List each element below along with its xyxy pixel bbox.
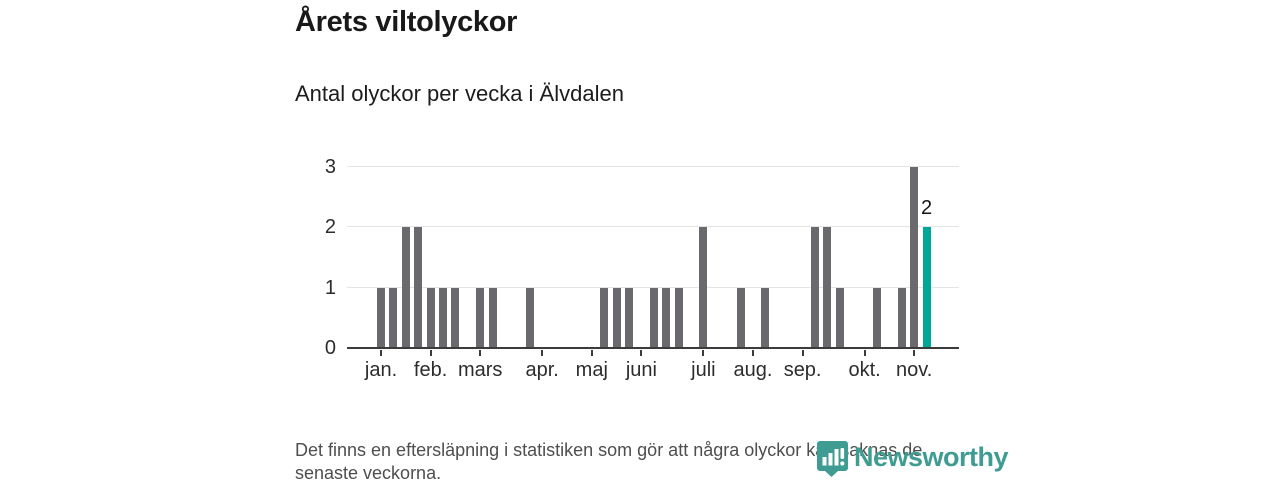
x-tick-label-okt: okt. <box>848 359 881 381</box>
bar-week-19 <box>600 287 609 348</box>
bar-week-44 <box>910 167 919 348</box>
x-tick-label-aug: aug. <box>733 359 773 381</box>
x-tick-label-mars: mars <box>457 359 503 381</box>
bar-week-20 <box>612 287 621 348</box>
y-tick-label-0: 0 <box>324 337 336 359</box>
x-tick-apr <box>541 350 544 356</box>
x-tick-maj <box>590 350 593 356</box>
bar-week-3 <box>401 227 410 348</box>
newsworthy-logo: Newsworthy <box>816 440 1009 478</box>
bar-week-45 <box>922 227 931 348</box>
bar-week-10 <box>488 287 497 348</box>
bar-week-2 <box>389 287 398 348</box>
bar-week-41 <box>873 287 881 348</box>
bar-week-13 <box>525 287 534 348</box>
x-tick-feb <box>429 350 432 356</box>
y-tick-label-2: 2 <box>324 216 336 239</box>
x-tick-label-juli: juli <box>691 359 716 381</box>
plot-area: jan. feb. mars apr. maj juni juli aug. sep. okt. n… <box>347 166 959 381</box>
x-tick-jan <box>380 350 382 356</box>
x-tick-label-apr: apr. <box>525 359 559 381</box>
x-tick-juni <box>640 350 643 356</box>
bar-week-38 <box>835 287 844 348</box>
x-tick-label-sep: sep. <box>783 359 822 381</box>
x-tick-mars <box>479 350 482 356</box>
bar-week-23 <box>649 287 658 348</box>
bar-week-21 <box>625 287 633 348</box>
bar-week-4 <box>414 227 423 348</box>
newsworthy-logo-text: Newsworthy <box>854 442 1009 472</box>
x-tick-okt <box>863 350 866 356</box>
bar-week-30 <box>736 287 745 348</box>
bar-week-1 <box>377 287 385 348</box>
x-tick-label-feb: feb. <box>413 359 448 381</box>
bar-week-7 <box>451 287 460 348</box>
x-tick-nov <box>913 350 916 356</box>
x-tick-sep <box>801 350 804 356</box>
bar-week-43 <box>897 287 906 348</box>
bar-week-6 <box>439 287 447 348</box>
x-tick-aug <box>752 350 754 356</box>
bar-week-25 <box>674 287 683 348</box>
y-tick-label-1: 1 <box>324 276 336 299</box>
bar-week-9 <box>476 287 485 348</box>
bar-week-27 <box>699 227 708 348</box>
x-tick-label-jan: jan. <box>364 359 398 381</box>
bar-week-32 <box>761 287 770 348</box>
bar-week-36 <box>811 227 819 348</box>
x-tick-juli <box>702 350 705 356</box>
x-tick-label-juni: juni <box>625 359 657 381</box>
gridline-1 <box>347 286 959 288</box>
x-tick-label-maj: maj <box>575 359 608 381</box>
chart-subtitle: Antal olyckor per vecka i Älvdalen <box>295 81 624 106</box>
y-axis-labels: 0 1 2 3 <box>298 156 336 359</box>
bar-week-24 <box>662 287 671 348</box>
data-label-last: 2 <box>921 197 933 220</box>
bar-week-37 <box>823 227 832 348</box>
gridline-3 <box>347 166 959 168</box>
chart-title: Årets viltolyckor <box>295 6 518 38</box>
gridline-2 <box>347 226 959 228</box>
footnote: Det finns en eftersläpning i statistiken… <box>295 440 923 483</box>
bar-week-5 <box>426 287 435 348</box>
x-axis-line <box>347 347 959 349</box>
newsworthy-logo-icon <box>817 441 848 477</box>
x-tick-label-nov: nov. <box>896 359 933 381</box>
y-tick-label-3: 3 <box>324 156 336 179</box>
